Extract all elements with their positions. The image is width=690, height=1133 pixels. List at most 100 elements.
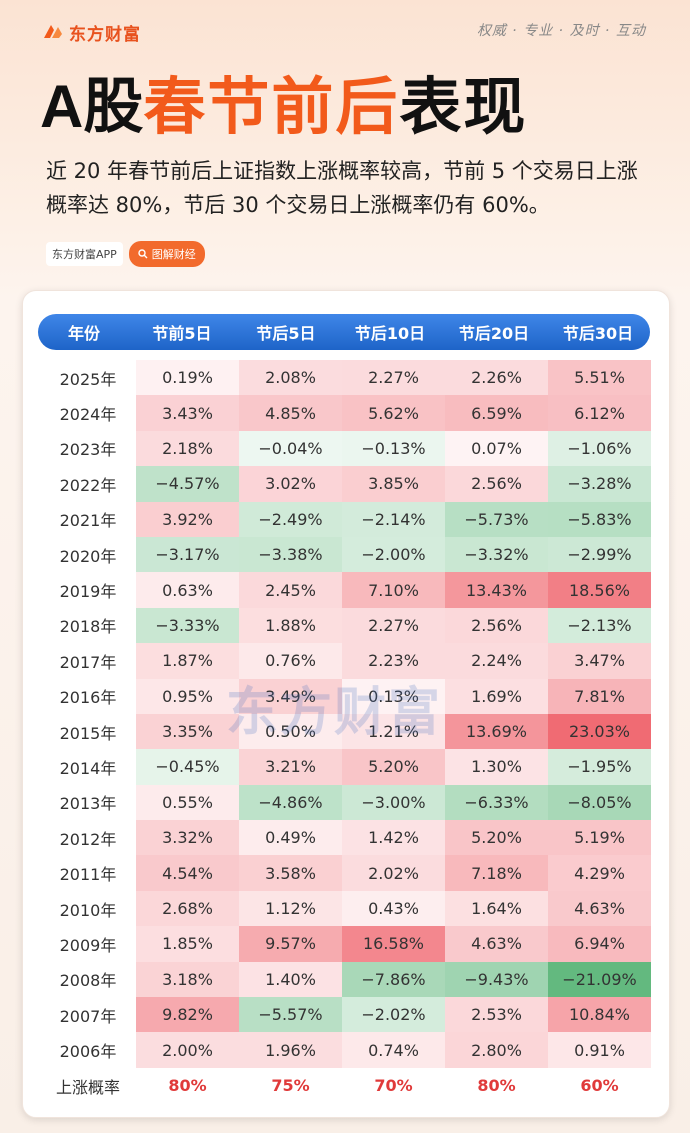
table-cell: 2.23% — [342, 643, 445, 679]
table-cell: 9.57% — [239, 926, 342, 962]
header-post5: 节后5日 — [256, 324, 316, 343]
row-year: 2016年 — [59, 688, 117, 708]
table-cell: 5.62% — [342, 395, 445, 431]
table-cell: 0.43% — [342, 890, 445, 927]
page-title: A股 春节前后 表现 — [40, 60, 527, 143]
table-cell: 2.56% — [445, 607, 548, 644]
table-cell: 6.94% — [548, 926, 651, 962]
table-cell: 2.26% — [445, 360, 548, 396]
table-cell: 3.92% — [136, 501, 239, 537]
table-cell: 2.27% — [342, 607, 445, 644]
table-cell: −3.00% — [342, 784, 445, 821]
table-row: 2009年 1.85% 9.57% 16.58% 4.63% 6.94% — [40, 926, 652, 962]
table-cell: −1.95% — [548, 749, 651, 785]
table-cell: −8.05% — [548, 784, 651, 821]
brand-logo: 东方财富 — [42, 20, 141, 45]
table-cell: 1.85% — [136, 926, 239, 962]
row-year: 2020年 — [59, 546, 117, 566]
table-cell: 1.64% — [445, 890, 548, 927]
probability-label: 上涨概率 — [55, 1077, 120, 1097]
brand-slogan: 权威 · 专业 · 及时 · 互动 — [476, 23, 646, 39]
table-cell: 0.55% — [136, 784, 239, 821]
table-cell: −2.99% — [548, 536, 651, 573]
row-year: 2009年 — [59, 935, 117, 955]
graphic-finance-button[interactable]: 图解财经 — [128, 241, 205, 267]
table-cell: 5.20% — [342, 749, 445, 785]
table-cell: −9.43% — [445, 961, 548, 998]
table-cell: 13.43% — [445, 572, 548, 608]
table-cell: 5.19% — [548, 820, 651, 856]
probability-row: 上涨概率 80% 75% 70% 80% 60% — [40, 1068, 652, 1103]
table-cell: 0.13% — [342, 678, 445, 714]
table-cell: 2.68% — [136, 890, 239, 927]
row-year: 2018年 — [59, 617, 117, 637]
table-cell: −21.09% — [548, 961, 651, 998]
table-cell: 1.21% — [342, 713, 445, 750]
tag-bar: 东方财富APP 图解财经 — [46, 241, 205, 267]
table-row: 2015年 3.35% 0.50% 1.21% 13.69% 23.03% — [40, 713, 652, 750]
table-row: 2019年 0.63% 2.45% 7.10% 13.43% 18.56% — [40, 572, 652, 608]
table-cell: 13.69% — [445, 713, 548, 750]
header-post20: 节后20日 — [458, 324, 530, 343]
table-cell: 3.47% — [548, 643, 651, 679]
table-cell: −4.86% — [239, 784, 342, 821]
table-cell: 0.63% — [136, 572, 239, 608]
table-cell: 0.74% — [342, 1032, 445, 1068]
table-cell: 7.18% — [445, 855, 548, 891]
table-cell: 2.24% — [445, 643, 548, 679]
table-cell: −2.13% — [548, 607, 651, 644]
table-row: 2016年 0.95% 3.49% 0.13% 1.69% 7.81% — [40, 678, 652, 714]
row-year: 2023年 — [59, 440, 117, 460]
row-year: 2015年 — [59, 723, 117, 743]
table-cell: 1.40% — [239, 961, 342, 998]
table-cell: 18.56% — [548, 572, 651, 608]
table-header: 年份 节前5日 节后5日 节后10日 节后20日 节后30日 — [38, 314, 650, 350]
table-cell: 3.43% — [136, 395, 239, 431]
brand-logo-icon — [44, 25, 62, 38]
table-cell: 0.95% — [136, 678, 239, 714]
table-cell: −2.49% — [239, 501, 342, 537]
header-year: 年份 — [67, 324, 100, 343]
row-year: 2017年 — [59, 652, 117, 672]
table-cell: 3.18% — [136, 961, 239, 998]
row-year: 2021年 — [59, 511, 117, 531]
table-cell: 0.07% — [445, 430, 548, 467]
probability-value: 60% — [580, 1076, 619, 1095]
table-cell: −3.32% — [445, 536, 548, 573]
table-cell: −6.33% — [445, 784, 548, 821]
table-cell: 1.96% — [239, 1032, 342, 1068]
row-year: 2011年 — [59, 865, 117, 885]
table-cell: −2.00% — [342, 536, 445, 573]
table-cell: 5.20% — [445, 820, 548, 856]
row-year: 2014年 — [59, 758, 117, 778]
table-row: 2024年 3.43% 4.85% 5.62% 6.59% 6.12% — [40, 395, 652, 431]
brand-name: 东方财富 — [69, 24, 141, 45]
table-cell: 2.80% — [445, 1032, 548, 1068]
table-cell: −4.57% — [136, 466, 239, 502]
table-cell: 2.18% — [136, 430, 239, 467]
row-year: 2010年 — [59, 900, 117, 920]
table-cell: 0.50% — [239, 713, 342, 750]
table-cell: 2.00% — [136, 1032, 239, 1068]
table-row: 2013年 0.55% −4.86% −3.00% −6.33% −8.05% — [40, 784, 652, 821]
table-cell: 0.19% — [136, 360, 239, 396]
probability-value: 70% — [374, 1076, 413, 1095]
table-cell: 5.51% — [548, 360, 651, 396]
table-cell: −5.73% — [445, 501, 548, 537]
table-cell: 0.76% — [239, 643, 342, 679]
table-cell: 2.08% — [239, 360, 342, 396]
table-cell: 3.35% — [136, 713, 239, 750]
table-row: 2011年 4.54% 3.58% 2.02% 7.18% 4.29% — [40, 855, 652, 891]
header-post30: 节后30日 — [562, 324, 634, 343]
heatmap-table: 2025年 0.19% 2.08% 2.27% 2.26% 5.51% 2024年 3.43%… — [40, 360, 652, 1103]
table-cell: 6.12% — [548, 395, 651, 431]
table-row: 2022年 −4.57% 3.02% 3.85% 2.56% −3.28% — [40, 466, 652, 502]
table-cell: −5.57% — [239, 997, 342, 1033]
table-cell: −2.02% — [342, 997, 445, 1033]
table-cell: 0.91% — [548, 1032, 651, 1068]
subtitle: 近 20 年春节前后上证指数上涨概率较高，节前 5 个交易日上涨概率达 80%，… — [46, 159, 638, 217]
table-row: 2017年 1.87% 0.76% 2.23% 2.24% 3.47% — [40, 643, 652, 679]
table-cell: 2.27% — [342, 360, 445, 396]
title-prefix: A股 — [40, 72, 144, 140]
table-cell: 3.32% — [136, 820, 239, 856]
